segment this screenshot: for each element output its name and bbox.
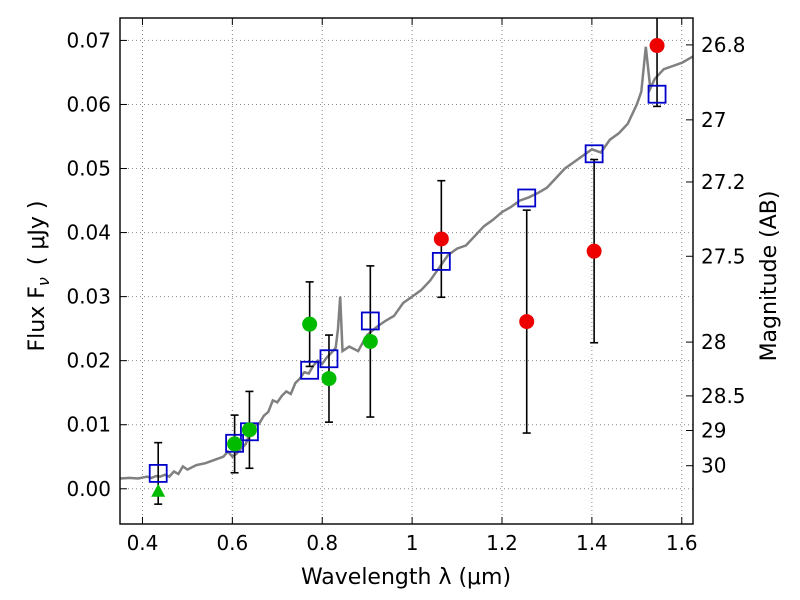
green-point [227,436,243,452]
x-tick-label: 0.6 [216,531,248,555]
x-tick-label: 1 [406,531,419,555]
model-square-marker [319,349,339,369]
right-tick-label: 30 [701,454,726,478]
x-tick-label: 1.4 [576,531,608,555]
y-tick-label: 0.02 [66,349,111,373]
green-point [302,316,318,332]
axis-ticks: 0.4 0.6 0.8 1 1.2 1.4 1.6 0.00 0.01 0.02 0.03 0.04 0… [66,18,746,555]
plot-frame [119,17,694,525]
plot-border [119,17,694,525]
model-square-marker [360,311,380,331]
model-square-marker [431,251,451,271]
model-square-marker [300,360,320,380]
y-tick-label: 0.06 [66,92,111,116]
right-tick-label: 26.8 [701,33,746,57]
model-square-marker [584,144,604,164]
model-spectrum [119,46,694,480]
green-point [362,333,378,349]
y-tick-label: 0.03 [66,285,111,309]
model-square-marker [517,188,537,208]
green-point [241,422,257,438]
right-axis-label: Magnitude (AB) [757,191,782,362]
right-tick-label: 27.5 [701,244,746,268]
right-tick-label: 28.5 [701,384,746,408]
y-tick-label: 0.05 [66,157,111,181]
model-square-marker [647,84,667,104]
red-point [649,38,665,54]
right-tick-label: 29 [701,418,726,442]
data-markers [148,38,667,497]
x-tick-label: 0.8 [306,531,338,555]
green-upper-limit-triangle [151,483,166,497]
model-square-marker [148,463,168,483]
model-spectrum-line [119,46,694,480]
red-point [519,314,535,330]
red-point [433,231,449,247]
model-square-marker [225,433,245,453]
red-point [586,243,602,259]
y-axis-label-sub: ν [34,277,53,286]
right-tick-label: 27 [701,108,726,132]
y-axis-label-unit: ( μJy ) [25,201,50,266]
grid-lines [120,18,693,524]
x-tick-label: 1.6 [666,531,698,555]
right-tick-label: 27.2 [701,170,746,194]
y-tick-label: 0.01 [66,413,111,437]
y-tick-label: 0.04 [66,221,111,245]
green-point [321,371,337,387]
right-tick-label: 28 [701,330,726,354]
x-tick-label: 1.2 [486,531,518,555]
x-tick-label: 0.4 [127,531,159,555]
y-axis-label: Flux Fν ( μJy ) [25,201,53,352]
error-bars [154,18,662,505]
y-tick-label: 0.07 [66,28,111,52]
x-axis-label: Wavelength λ (μm) [301,565,511,590]
y-axis-label-main: Flux F [25,286,50,351]
y-tick-label: 0.00 [66,477,111,501]
